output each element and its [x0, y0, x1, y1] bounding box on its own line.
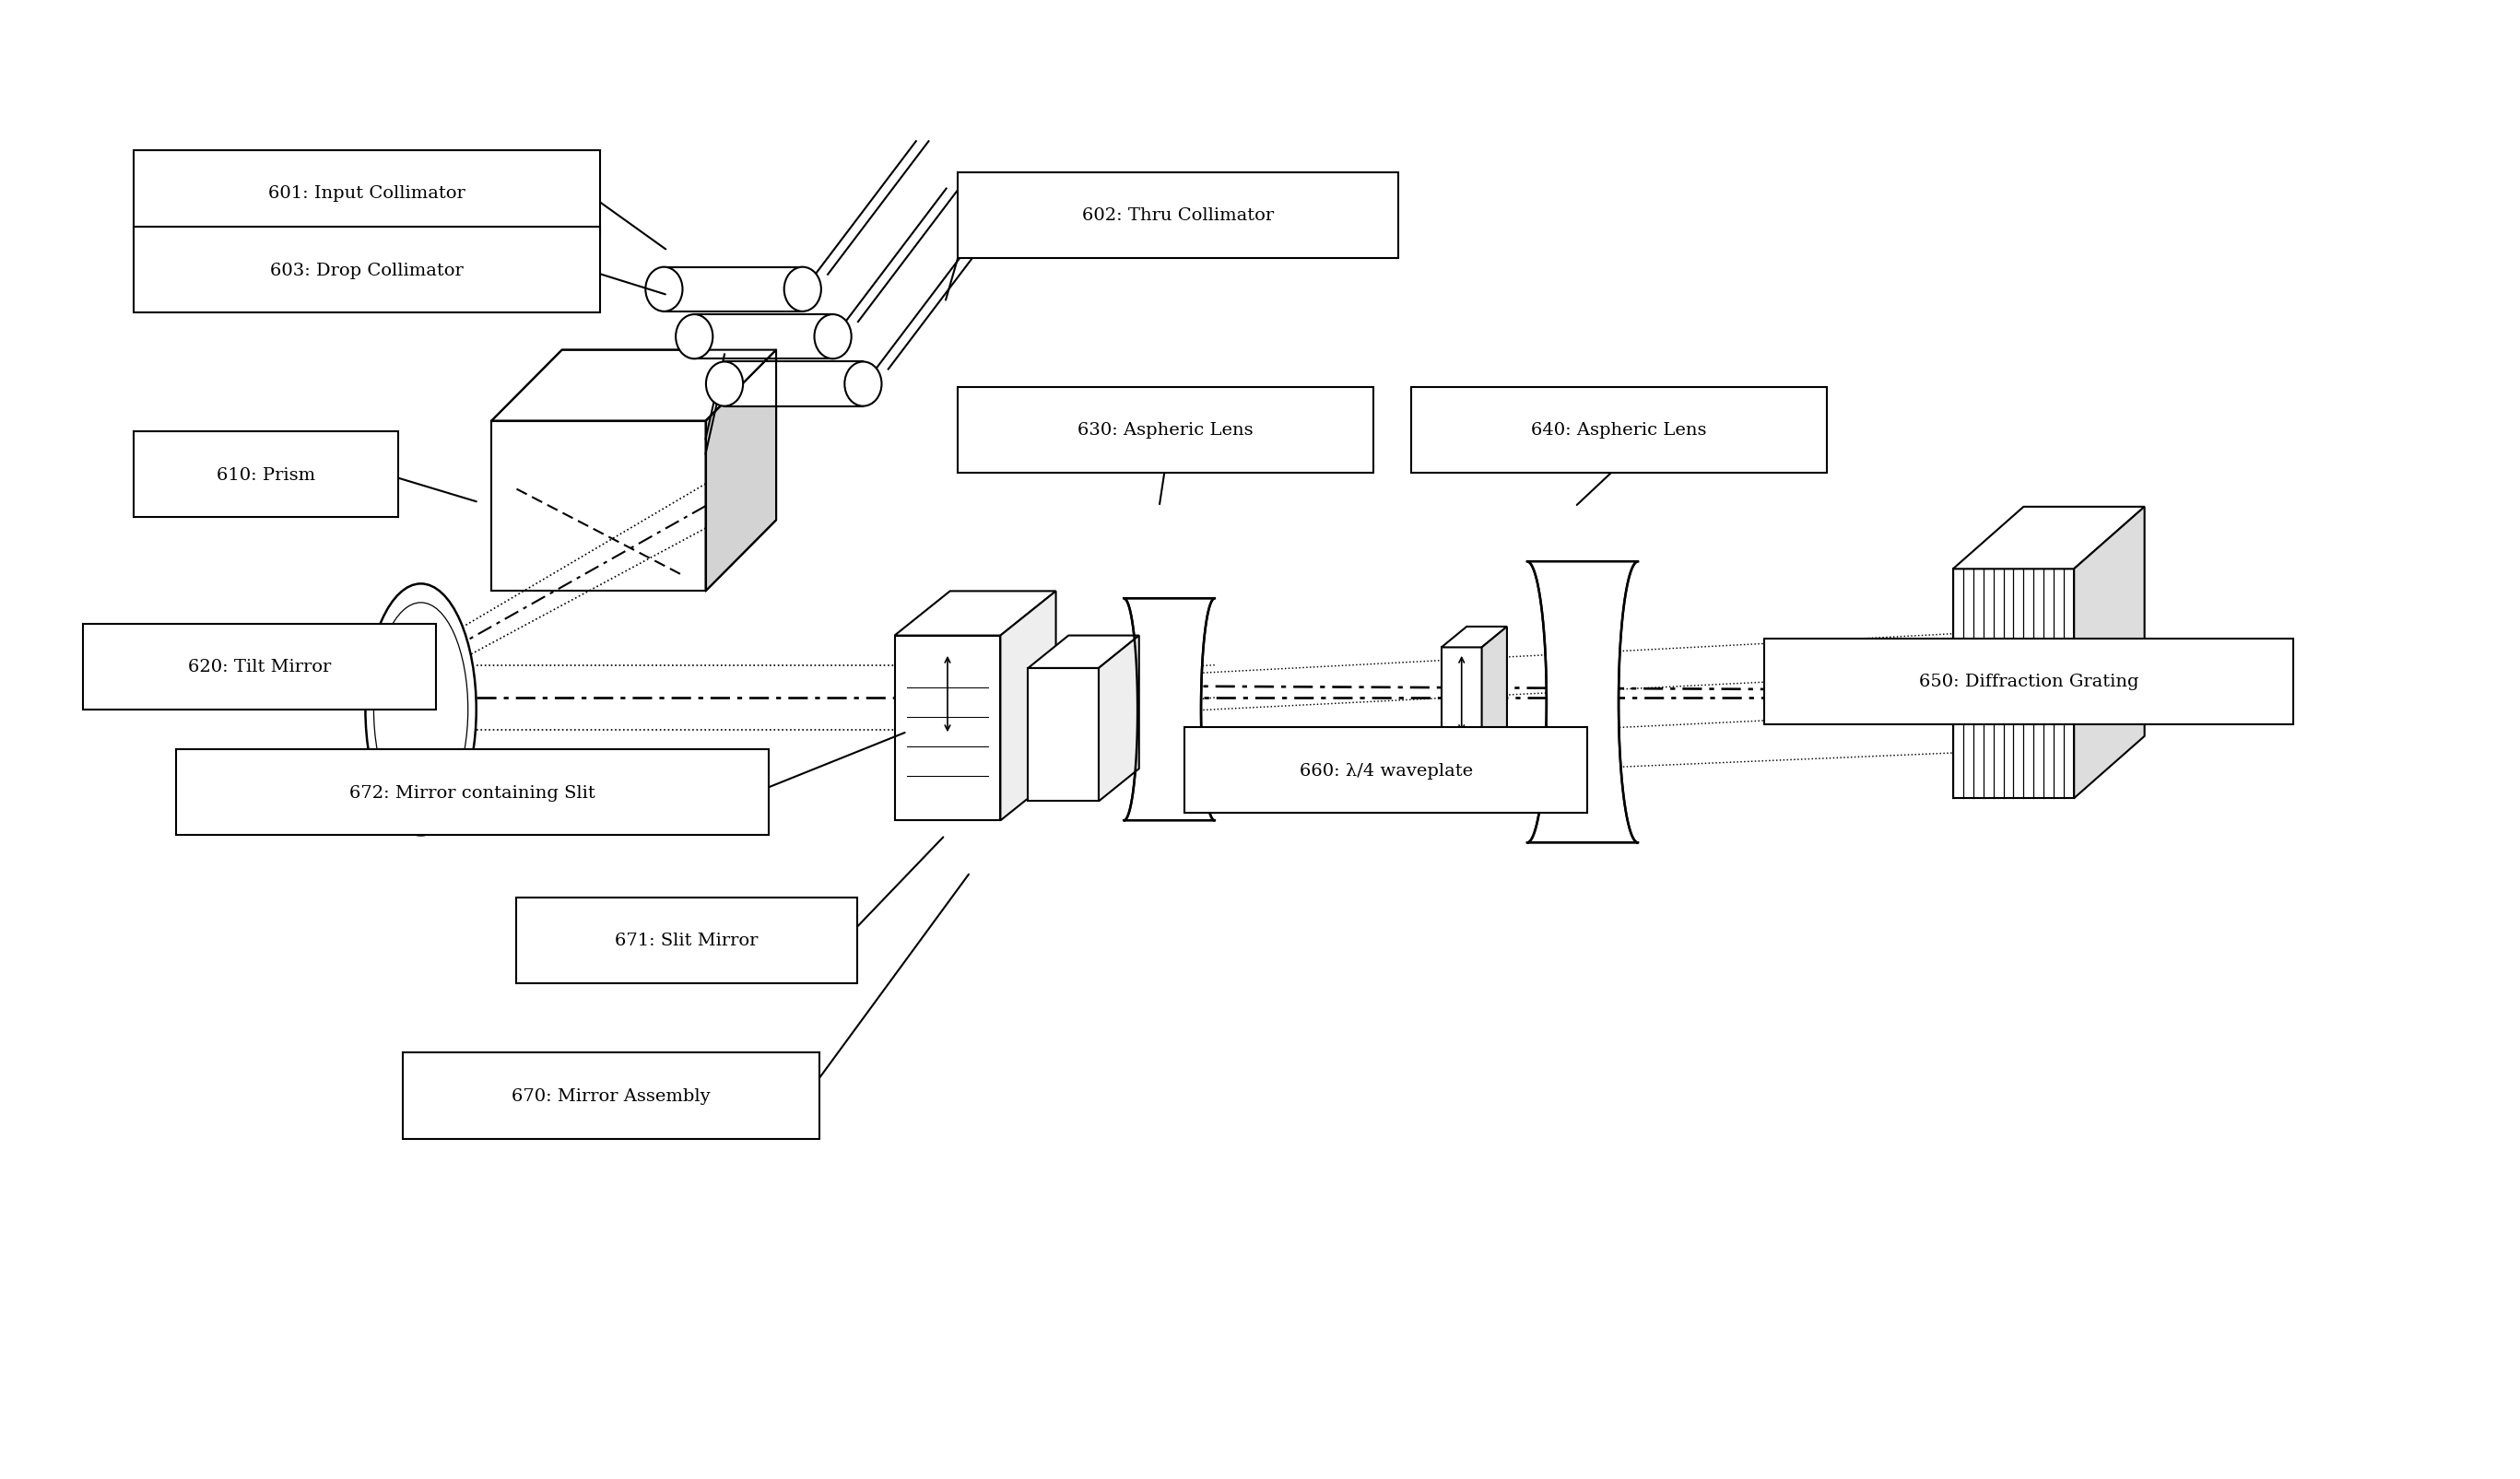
Ellipse shape [784, 268, 822, 312]
FancyBboxPatch shape [517, 898, 857, 984]
FancyBboxPatch shape [1184, 728, 1588, 813]
Ellipse shape [365, 584, 476, 836]
Text: 670: Mirror Assembly: 670: Mirror Assembly [512, 1087, 711, 1105]
FancyBboxPatch shape [958, 387, 1373, 473]
FancyBboxPatch shape [134, 228, 600, 314]
Ellipse shape [645, 268, 683, 312]
FancyBboxPatch shape [1411, 387, 1827, 473]
Text: 620: Tilt Mirror: 620: Tilt Mirror [189, 658, 330, 676]
Text: 602: Thru Collimator: 602: Thru Collimator [1081, 207, 1275, 225]
Polygon shape [706, 351, 776, 592]
Polygon shape [1527, 562, 1638, 843]
Polygon shape [1953, 507, 2145, 569]
FancyBboxPatch shape [1953, 569, 2074, 799]
Ellipse shape [706, 362, 743, 407]
Polygon shape [895, 592, 1056, 636]
FancyBboxPatch shape [1028, 669, 1099, 802]
Text: 672: Mirror containing Slit: 672: Mirror containing Slit [350, 784, 595, 802]
Ellipse shape [814, 315, 852, 359]
FancyBboxPatch shape [83, 624, 436, 710]
FancyBboxPatch shape [1441, 648, 1482, 810]
FancyBboxPatch shape [726, 362, 862, 407]
Text: 601: Input Collimator: 601: Input Collimator [267, 185, 466, 203]
Text: 660: λ/4 waveplate: 660: λ/4 waveplate [1300, 762, 1472, 779]
Ellipse shape [844, 362, 882, 407]
Polygon shape [1099, 636, 1139, 802]
Text: 630: Aspheric Lens: 630: Aspheric Lens [1079, 422, 1252, 439]
Polygon shape [1441, 627, 1507, 648]
FancyBboxPatch shape [693, 315, 832, 359]
FancyBboxPatch shape [663, 268, 801, 312]
FancyBboxPatch shape [958, 173, 1399, 259]
Text: 610: Prism: 610: Prism [217, 466, 315, 484]
FancyBboxPatch shape [1764, 639, 2293, 725]
Text: 650: Diffraction Grating: 650: Diffraction Grating [1918, 673, 2139, 691]
Text: 603: Drop Collimator: 603: Drop Collimator [270, 262, 464, 280]
Polygon shape [1482, 627, 1507, 810]
Polygon shape [1124, 599, 1215, 821]
FancyBboxPatch shape [134, 432, 398, 518]
FancyBboxPatch shape [895, 636, 1000, 821]
Polygon shape [1028, 636, 1139, 669]
Text: 671: Slit Mirror: 671: Slit Mirror [615, 932, 759, 950]
Polygon shape [2074, 507, 2145, 799]
Polygon shape [491, 351, 776, 422]
FancyBboxPatch shape [176, 750, 769, 836]
FancyBboxPatch shape [134, 151, 600, 237]
Ellipse shape [675, 315, 713, 359]
Polygon shape [1000, 592, 1056, 821]
Text: 640: Aspheric Lens: 640: Aspheric Lens [1532, 422, 1706, 439]
FancyBboxPatch shape [403, 1053, 819, 1139]
